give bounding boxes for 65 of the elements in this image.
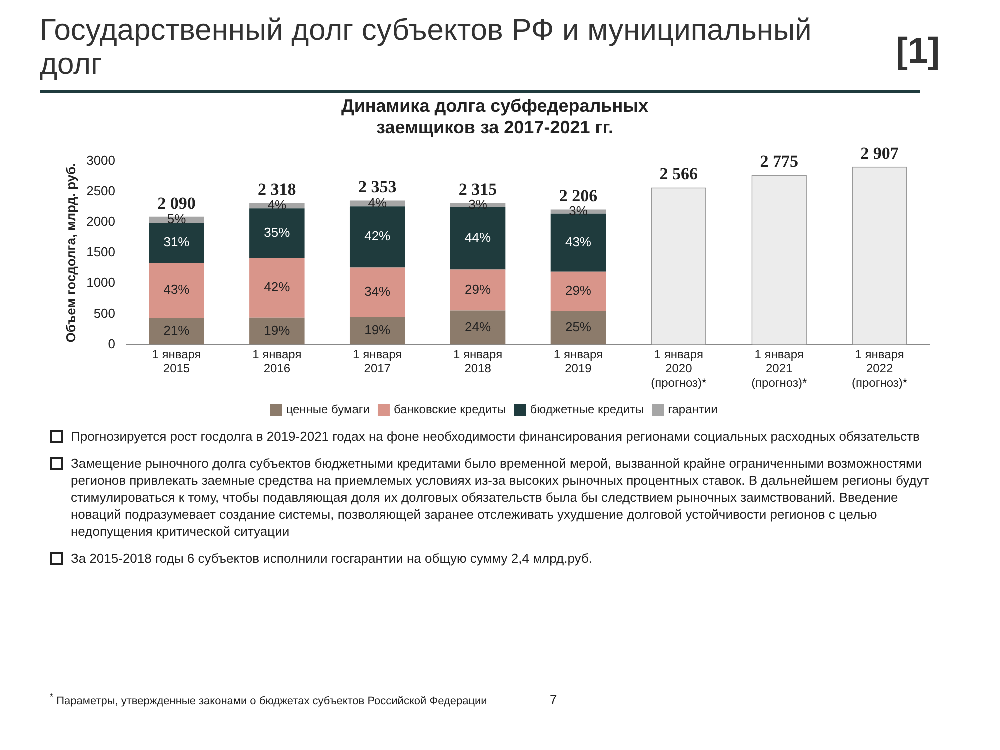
annotation: 31%	[164, 234, 190, 250]
y-tick-label: 3000	[86, 152, 116, 168]
x-tick-label: 1 января 2015	[152, 347, 202, 376]
annotation: 44%	[465, 230, 492, 246]
annotation: 21%	[164, 322, 190, 338]
total-label: 2 353	[358, 178, 397, 197]
annotation: 42%	[364, 228, 392, 244]
total-label: 2 090	[158, 194, 196, 213]
bar	[250, 208, 305, 258]
text: Прогнозируется рост госдолга в 2019-2021 годах на фоне необходимости финансирования регионами социальных расходных обязательств	[71, 428, 920, 445]
y-axis-title: Объем госдолга, млрд. руб.	[63, 163, 78, 343]
total-label: 2 206	[559, 186, 598, 206]
y-tick-label: 500	[94, 306, 116, 321]
x-tick-label: 1 января 2022 (прогноз)*	[852, 347, 908, 390]
y-tick-label: 1500	[86, 244, 116, 260]
text: [1]	[896, 30, 940, 72]
total-label: 2 566	[660, 164, 698, 184]
bar	[250, 258, 305, 318]
annotation: 29%	[465, 282, 492, 297]
bar	[550, 311, 606, 345]
legend-label: гарантии	[668, 402, 718, 416]
total-label: 2 775	[760, 152, 798, 171]
text: 7	[550, 692, 558, 707]
annotation: 34%	[364, 284, 392, 299]
bar	[450, 310, 506, 345]
text: За 2015-2018 годы 6 субъектов исполнили госгарантии на общую сумму 2,4 млрд.руб.	[71, 550, 593, 567]
text: $^{*}$ Параметры, утвержденные законами о бюджетах субъектов Российской Федерации	[50, 691, 488, 709]
y-tick-label: 2000	[86, 214, 116, 229]
bar	[450, 270, 506, 311]
x-tick-label: 1 января 2021 (прогноз)*	[752, 347, 808, 390]
annotation: 19%	[264, 322, 291, 338]
annotation: 43%	[565, 234, 592, 250]
bar	[250, 318, 305, 345]
x-tick-label: 1 января 2018	[453, 347, 503, 376]
annotation: 25%	[565, 319, 592, 334]
total-label: 2 907	[860, 144, 900, 163]
bar	[149, 223, 204, 263]
y-tick-label: 2500	[86, 183, 116, 198]
annotation: 42%	[264, 280, 291, 295]
total-label: 2 318	[258, 180, 296, 199]
bar	[550, 272, 606, 312]
bar	[350, 317, 406, 345]
bar	[149, 318, 204, 345]
legend-label: банковские кредиты	[394, 402, 506, 416]
bar	[350, 268, 406, 318]
annotation: 43%	[164, 282, 190, 298]
annotation: 29%	[565, 283, 592, 298]
chart-title: Государственный долг субъектов РФ и муниципальный долг	[40, 14, 813, 82]
annotation: 35%	[264, 225, 291, 240]
annotation: 5%	[167, 212, 187, 227]
text: Замещение рыночного долга субъектов бюджетными кредитами было временной мерой, вызванной крайне ограниченными возможностями регионов привлекать заемные средства на приемлемых условиях из-за высоких рыночных процентных ставок. В дальнейшем регионы будут стимулироваться к тому, чтобы подавляющая доля их долговых обязательств была бы следствием рыночных заимствований. Введение новаций подразумевает создание системы, позволяющей заранее отслеживать ухудшение долговой устойчивости регионов с целью недопущения критической ситуации	[71, 455, 930, 540]
legend-label: бюджетные кредиты	[530, 402, 644, 416]
annotation: 19%	[364, 322, 392, 338]
x-tick-label: 1 января 2016	[252, 347, 302, 376]
legend-label: ценные бумаги	[286, 402, 370, 416]
y-tick-label: 0	[108, 336, 116, 352]
x-tick-label: 1 января 2020 (прогноз)*	[651, 347, 708, 390]
annotation: 24%	[465, 319, 492, 334]
bar	[149, 262, 204, 318]
y-tick-label: 1000	[86, 275, 116, 290]
bar	[350, 206, 406, 268]
x-tick-label: 1 января 2019	[554, 347, 604, 376]
chart-subtitle: Динамика долга субфедеральных заемщиков за 2017-2021 гг.	[342, 96, 648, 138]
x-tick-label: 1 января 2017	[353, 347, 402, 376]
total-label: 2 315	[458, 180, 498, 200]
